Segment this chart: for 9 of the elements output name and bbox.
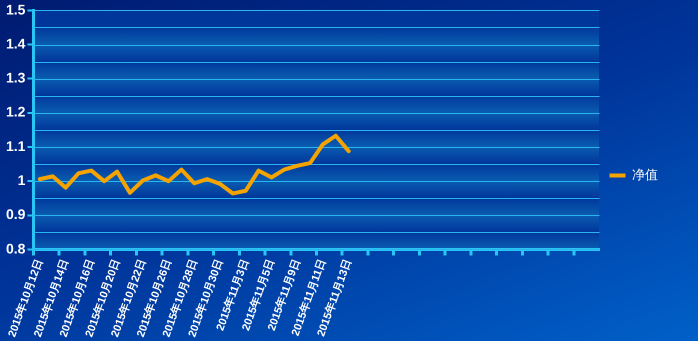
legend-label: 净值: [632, 168, 658, 183]
y-tick-label: 1.3: [6, 70, 26, 86]
y-tick-label: 1.2: [6, 104, 26, 120]
y-tick-label: 1.5: [6, 1, 26, 18]
y-tick-label: 1: [18, 172, 26, 188]
y-tick-label: 0.9: [6, 206, 26, 222]
y-tick-label: 0.8: [6, 240, 26, 256]
y-tick-label: 1.4: [6, 35, 26, 52]
y-tick-label: 1.1: [6, 138, 26, 154]
